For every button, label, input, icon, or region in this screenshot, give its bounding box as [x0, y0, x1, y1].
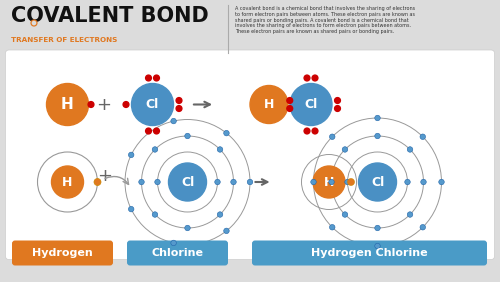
Circle shape: [247, 179, 253, 185]
Circle shape: [405, 179, 410, 185]
FancyBboxPatch shape: [127, 241, 228, 265]
Circle shape: [421, 179, 426, 185]
Circle shape: [420, 134, 426, 140]
Circle shape: [375, 115, 380, 121]
FancyBboxPatch shape: [252, 241, 487, 265]
Circle shape: [330, 224, 335, 230]
Circle shape: [224, 228, 229, 233]
Circle shape: [345, 179, 350, 185]
Circle shape: [287, 98, 292, 103]
Text: Chlorine: Chlorine: [152, 248, 204, 258]
Circle shape: [311, 179, 316, 185]
Circle shape: [312, 128, 318, 134]
Circle shape: [185, 225, 190, 231]
Circle shape: [128, 152, 134, 158]
Text: A covalent bond is a chemical bond that involves the sharing of electrons
to for: A covalent bond is a chemical bond that …: [235, 6, 415, 34]
Text: +: +: [98, 167, 112, 185]
Circle shape: [375, 243, 380, 249]
Text: COVALENT BOND: COVALENT BOND: [11, 6, 209, 26]
Circle shape: [313, 166, 345, 198]
Text: Cl: Cl: [304, 98, 318, 111]
Circle shape: [290, 83, 332, 125]
Circle shape: [171, 118, 176, 124]
Circle shape: [154, 75, 160, 81]
Circle shape: [420, 224, 426, 230]
Circle shape: [154, 128, 160, 134]
Circle shape: [152, 212, 158, 217]
Circle shape: [32, 21, 35, 25]
Text: H: H: [61, 97, 74, 112]
Circle shape: [375, 133, 380, 139]
Circle shape: [408, 147, 413, 152]
Text: H: H: [62, 175, 72, 188]
FancyBboxPatch shape: [12, 241, 113, 265]
Circle shape: [171, 240, 176, 246]
Circle shape: [358, 163, 397, 201]
Circle shape: [231, 179, 236, 185]
Text: H: H: [324, 175, 334, 188]
Circle shape: [31, 20, 37, 26]
Circle shape: [287, 105, 292, 111]
Circle shape: [88, 102, 94, 107]
Circle shape: [312, 75, 318, 81]
Circle shape: [146, 75, 152, 81]
Circle shape: [46, 83, 88, 125]
Circle shape: [304, 75, 310, 81]
Circle shape: [128, 206, 134, 212]
Circle shape: [218, 147, 223, 152]
Circle shape: [408, 212, 413, 217]
Circle shape: [94, 179, 101, 186]
Circle shape: [334, 105, 340, 111]
Circle shape: [342, 212, 347, 217]
Circle shape: [52, 166, 84, 198]
Circle shape: [146, 128, 152, 134]
Circle shape: [218, 212, 223, 217]
Circle shape: [334, 98, 340, 103]
Circle shape: [348, 179, 354, 186]
Text: Hydrogen Chlorine: Hydrogen Chlorine: [311, 248, 428, 258]
Circle shape: [152, 147, 158, 152]
Circle shape: [168, 163, 206, 201]
Circle shape: [375, 225, 380, 231]
Text: Cl: Cl: [371, 175, 384, 188]
Text: TRANSFER OF ELECTRONS: TRANSFER OF ELECTRONS: [11, 37, 118, 43]
Circle shape: [185, 133, 190, 139]
Circle shape: [139, 179, 144, 185]
Circle shape: [224, 130, 229, 136]
Circle shape: [329, 179, 334, 185]
Circle shape: [214, 179, 220, 185]
Circle shape: [304, 128, 310, 134]
Circle shape: [176, 98, 182, 103]
Text: Hydrogen: Hydrogen: [32, 248, 93, 258]
Text: Cl: Cl: [146, 98, 159, 111]
Text: Cl: Cl: [181, 175, 194, 188]
Circle shape: [123, 102, 129, 107]
Circle shape: [250, 85, 288, 124]
Circle shape: [439, 179, 444, 185]
FancyBboxPatch shape: [6, 50, 494, 259]
Circle shape: [176, 105, 182, 111]
Text: H: H: [264, 98, 274, 111]
Circle shape: [155, 179, 160, 185]
Circle shape: [342, 147, 347, 152]
Circle shape: [132, 83, 173, 125]
Circle shape: [330, 134, 335, 140]
Text: +: +: [96, 96, 112, 113]
